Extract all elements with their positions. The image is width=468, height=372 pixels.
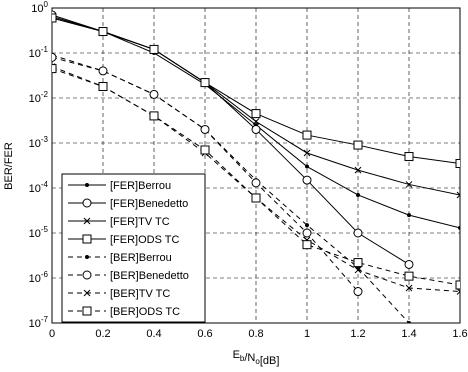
marker: [200, 78, 210, 88]
marker: [353, 140, 363, 150]
y-tick-label: 10-6: [29, 270, 49, 285]
marker: [52, 64, 57, 74]
marker: [305, 164, 309, 169]
marker: [404, 259, 414, 269]
marker: [251, 193, 261, 203]
marker: [302, 240, 312, 250]
series-group: [52, 10, 460, 323]
marker: [405, 284, 413, 292]
x-tick-label: 0.8: [248, 328, 263, 340]
marker: [98, 82, 108, 92]
legend-label: [FER]ODS TC: [110, 234, 180, 246]
legend-marker: [85, 183, 89, 187]
x-tick-label: 0.6: [197, 328, 212, 340]
x-tick-label: 1.4: [401, 328, 416, 340]
legend-marker: [82, 270, 92, 280]
marker: [303, 149, 311, 157]
marker: [458, 225, 460, 230]
marker: [149, 89, 159, 99]
marker: [353, 258, 363, 268]
x-tick-label: 1: [304, 328, 310, 340]
marker: [405, 181, 413, 188]
y-tick-label: 10-2: [29, 90, 49, 105]
marker: [407, 321, 411, 323]
marker: [200, 145, 210, 155]
y-tick-label: 10-4: [29, 180, 49, 195]
legend-marker: [83, 217, 91, 225]
marker: [149, 44, 159, 54]
x-tick-label: 0.2: [95, 328, 110, 340]
y-tick-label: 10-3: [29, 135, 49, 150]
marker: [455, 280, 460, 290]
y-axis-label: BER/FER: [3, 142, 15, 190]
x-tick-label: 1.6: [452, 328, 467, 340]
legend-label: [BER]Benedetto: [110, 270, 189, 282]
marker: [354, 266, 362, 274]
marker: [98, 66, 108, 76]
legend-label: [FER]Berrou: [110, 180, 171, 192]
marker: [252, 118, 260, 125]
marker: [353, 228, 363, 238]
legend-marker: [85, 255, 89, 259]
x-tick-label: 0: [49, 328, 55, 340]
y-tick-label: 10-1: [29, 45, 49, 60]
marker: [404, 271, 414, 281]
legend-label: [FER]TV TC: [110, 216, 170, 228]
legend-label: [FER]Benedetto: [110, 198, 188, 210]
marker: [356, 192, 360, 197]
marker: [404, 152, 414, 162]
marker: [251, 124, 261, 134]
marker: [455, 159, 460, 169]
marker: [305, 223, 309, 228]
marker: [353, 287, 363, 297]
series-line: [52, 54, 410, 323]
legend-label: [BER]TV TC: [110, 288, 170, 300]
marker: [302, 228, 312, 238]
x-tick-label: 0.4: [146, 328, 161, 340]
marker: [302, 130, 312, 140]
marker: [251, 109, 261, 119]
marker: [354, 166, 362, 174]
y-tick-label: 10-7: [29, 315, 49, 330]
legend-label: [BER]Berrou: [110, 252, 172, 264]
marker: [456, 288, 460, 295]
marker: [407, 213, 411, 218]
marker: [251, 178, 261, 188]
marker: [200, 124, 210, 134]
marker: [52, 52, 57, 62]
marker: [302, 175, 312, 185]
legend-marker: [82, 198, 92, 208]
legend-marker: [83, 289, 91, 297]
marker: [149, 111, 159, 121]
legend-marker: [82, 306, 92, 316]
y-tick-label: 100: [31, 0, 48, 15]
marker: [98, 27, 108, 37]
y-tick-label: 10-5: [29, 225, 49, 240]
marker: [52, 13, 57, 23]
x-tick-label: 1.2: [350, 328, 365, 340]
legend-label: [BER]ODS TC: [110, 306, 180, 318]
x-axis-label: Eb/No[dB]: [233, 349, 280, 367]
legend-marker: [82, 234, 92, 244]
marker: [456, 191, 460, 199]
